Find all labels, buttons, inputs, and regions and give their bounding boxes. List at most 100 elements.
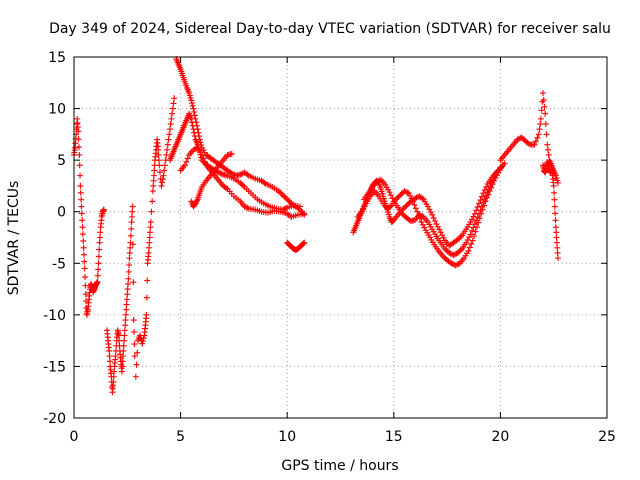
data-point: [361, 203, 368, 210]
data-point: [147, 219, 154, 226]
grid: [74, 57, 607, 418]
data-point: [433, 221, 440, 228]
data-point: [94, 278, 101, 285]
data-point: [441, 245, 448, 252]
data-point: [421, 224, 428, 231]
data-point: [488, 179, 495, 186]
data-point: [545, 151, 552, 158]
data-point: [514, 136, 521, 143]
data-points: [71, 56, 561, 396]
data-point: [282, 205, 289, 212]
data-point: [75, 128, 82, 135]
data-point: [491, 174, 498, 181]
data-point: [477, 206, 484, 213]
data-point: [125, 280, 132, 287]
series-seg-7: [188, 150, 235, 210]
data-point: [466, 234, 473, 241]
data-point: [387, 203, 394, 210]
data-point: [106, 347, 113, 354]
data-point: [552, 217, 559, 224]
data-point: [191, 146, 198, 153]
data-point: [551, 196, 558, 203]
series-seg-3: [132, 95, 178, 380]
data-point: [538, 107, 545, 114]
data-point: [158, 182, 165, 189]
data-point: [140, 335, 147, 342]
data-point: [80, 237, 87, 244]
data-point: [550, 182, 557, 189]
data-point: [189, 102, 196, 109]
data-point: [183, 158, 190, 165]
data-point: [82, 282, 89, 289]
series-seg-12: [497, 90, 561, 186]
data-point: [468, 216, 475, 223]
data-point: [473, 217, 480, 224]
data-point: [161, 167, 168, 174]
data-point: [282, 194, 289, 201]
data-point: [201, 158, 208, 165]
plot-frame: [73, 56, 608, 419]
data-point: [467, 219, 474, 226]
series-seg-13: [540, 159, 561, 262]
data-point: [110, 373, 117, 380]
data-point: [79, 224, 86, 231]
data-point: [395, 193, 402, 200]
series-seg-1: [71, 115, 107, 318]
data-point: [134, 349, 141, 356]
data-point: [106, 358, 113, 365]
data-point: [131, 341, 138, 348]
data-point: [147, 229, 154, 236]
data-point: [82, 274, 89, 281]
data-point: [164, 146, 171, 153]
data-point: [163, 151, 170, 158]
data-point: [373, 178, 380, 185]
data-point: [96, 246, 103, 253]
data-point: [127, 244, 134, 251]
data-point: [540, 96, 547, 103]
data-point: [434, 223, 441, 230]
data-point: [77, 189, 84, 196]
data-point: [454, 236, 461, 243]
data-point: [124, 291, 131, 298]
data-point: [171, 95, 178, 102]
data-point: [144, 277, 151, 284]
data-point: [237, 171, 244, 178]
data-point: [97, 229, 104, 236]
data-point: [520, 135, 527, 142]
data-point: [436, 226, 443, 233]
data-point: [476, 210, 483, 217]
data-point: [414, 208, 421, 215]
data-point: [147, 224, 154, 231]
data-point: [166, 131, 173, 138]
data-point: [76, 162, 83, 169]
data-point: [541, 103, 548, 110]
data-point: [80, 251, 87, 258]
data-point: [471, 233, 478, 240]
data-point: [82, 291, 89, 298]
data-point: [481, 195, 488, 202]
data-point: [150, 177, 157, 184]
y-tick-label: 10: [48, 102, 66, 118]
data-point: [79, 231, 86, 238]
data-point: [457, 233, 464, 240]
x-axis-label: GPS time / hours: [281, 458, 398, 474]
data-point: [551, 189, 558, 196]
data-point: [190, 105, 197, 112]
x-tick-label: 5: [176, 429, 185, 445]
data-point: [404, 189, 411, 196]
data-point: [122, 322, 129, 329]
data-point: [132, 373, 139, 380]
data-point: [474, 214, 481, 221]
data-point: [554, 249, 561, 256]
data-point: [126, 249, 133, 256]
data-point: [111, 368, 118, 375]
data-point: [419, 195, 426, 202]
data-point: [81, 265, 88, 272]
data-point: [470, 224, 477, 231]
data-point: [451, 251, 458, 258]
data-point: [78, 210, 85, 217]
data-point: [429, 211, 436, 218]
y-tick-label: -10: [43, 308, 66, 324]
data-point: [129, 208, 136, 215]
data-point: [285, 197, 292, 204]
